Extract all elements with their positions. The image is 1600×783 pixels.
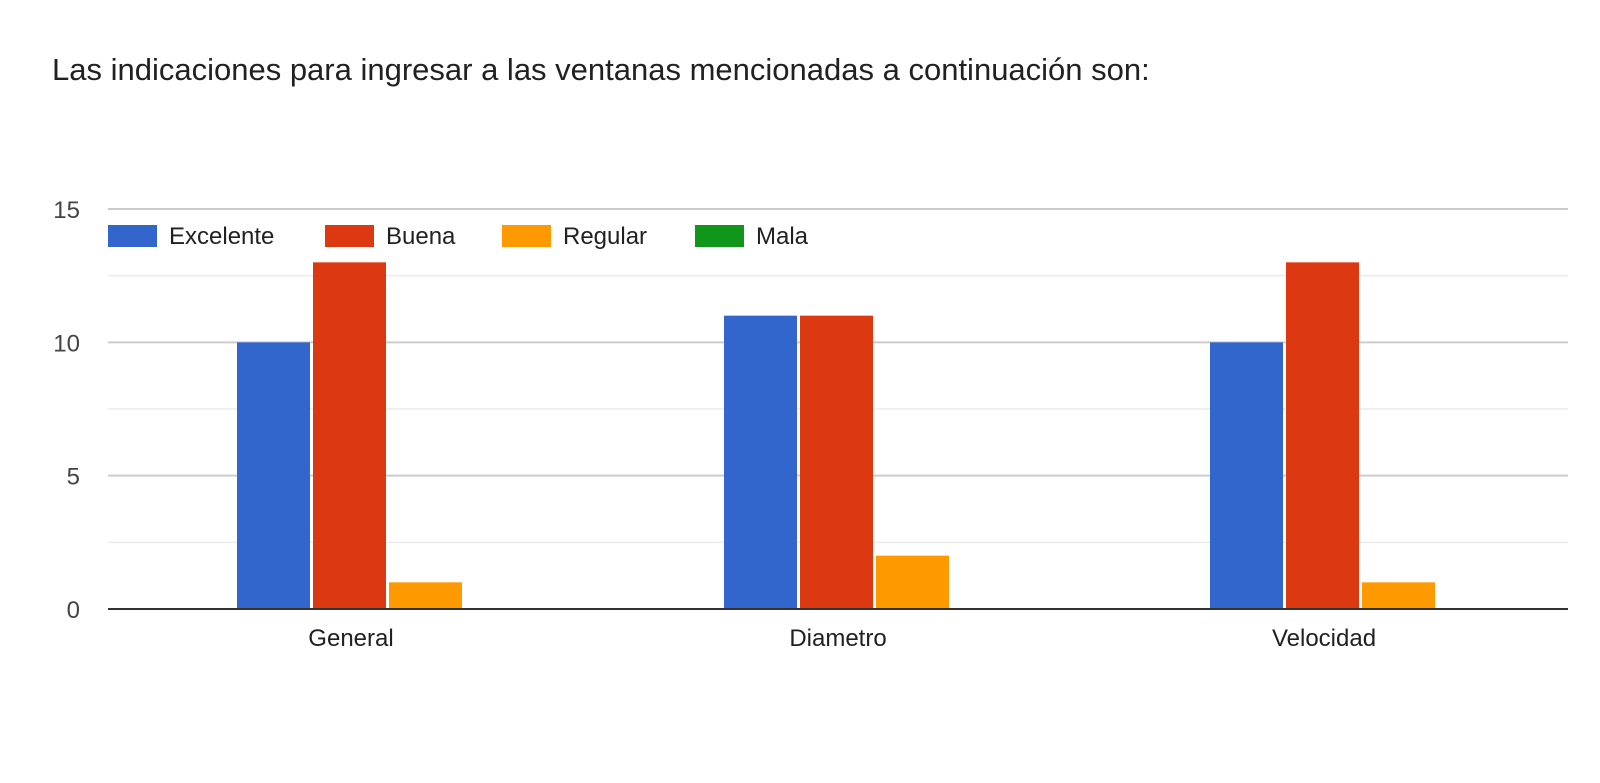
bar-buena-velocidad: [1286, 262, 1359, 609]
legend-swatch-excelente: [108, 225, 157, 247]
y-tick-label: 15: [53, 197, 80, 224]
bar-excelente-velocidad: [1210, 342, 1283, 609]
legend-label-mala: Mala: [756, 223, 809, 250]
bar-regular-general: [389, 582, 462, 609]
legend-swatch-regular: [502, 225, 551, 247]
bar-regular-velocidad: [1362, 582, 1435, 609]
legend: Excelente Buena Regular Mala: [108, 223, 809, 250]
x-category-label: Diametro: [789, 625, 886, 652]
legend-swatch-mala: [695, 225, 744, 247]
x-category-label: Velocidad: [1272, 625, 1376, 652]
legend-label-regular: Regular: [563, 223, 647, 250]
bar-buena-general: [313, 262, 386, 609]
y-tick-label: 10: [53, 330, 80, 357]
bar-excelente-general: [237, 342, 310, 609]
y-axis-ticks: 0 5 10 15: [53, 197, 80, 624]
bar-excelente-diametro: [724, 315, 797, 609]
y-tick-label: 5: [67, 464, 80, 491]
bars: [237, 262, 1435, 609]
y-tick-label: 0: [67, 597, 80, 624]
legend-label-buena: Buena: [386, 223, 456, 250]
bar-buena-diametro: [800, 315, 873, 609]
x-axis-labels: General Diametro Velocidad: [308, 625, 1376, 652]
x-category-label: General: [308, 625, 393, 652]
chart-title: Las indicaciones para ingresar a las ven…: [52, 52, 1150, 87]
legend-label-excelente: Excelente: [169, 223, 274, 250]
legend-swatch-buena: [325, 225, 374, 247]
bar-regular-diametro: [876, 555, 949, 609]
